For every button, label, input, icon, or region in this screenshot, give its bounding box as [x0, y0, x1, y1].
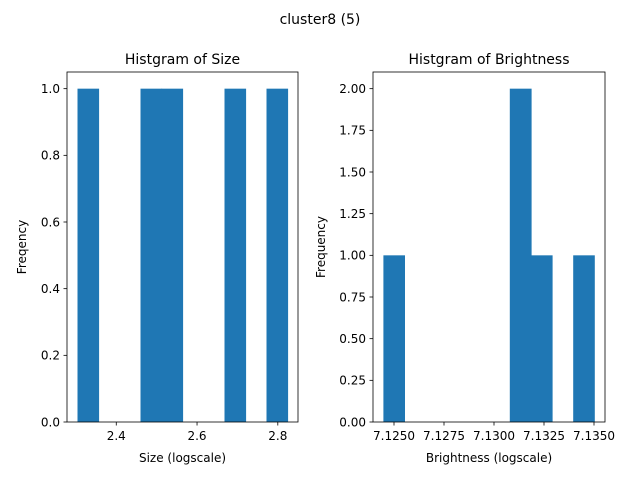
size-histogram-y-tick-label: 0.2	[41, 349, 60, 363]
size-histogram-x-tick-label: 2.6	[187, 429, 206, 443]
size-histogram-x-label: Size (logscale)	[139, 451, 226, 465]
brightness-histogram-y-tick-label: 0.50	[339, 332, 366, 346]
brightness-histogram-title: Histgram of Brightness	[408, 52, 569, 68]
figure-suptitle: cluster8 (5)	[280, 12, 361, 28]
brightness-histogram-bar-9	[573, 255, 595, 422]
brightness-histogram-bar-7	[531, 255, 553, 422]
size-histogram-bar-3	[140, 88, 163, 423]
brightness-histogram-y-tick-label: 2.00	[339, 82, 366, 96]
brightness-histogram-y-tick-label: 0.25	[339, 374, 366, 388]
brightness-histogram-x-tick-label: 7.1350	[573, 429, 615, 443]
size-histogram-axes-frame	[66, 71, 299, 423]
size-histogram-y-tick-label: 1.0	[41, 82, 60, 96]
size-histogram-title: Histgram of Size	[125, 52, 240, 68]
brightness-histogram-x-ticks: 7.1250 7.1275 7.1300 7.1325 7.1350	[373, 422, 615, 443]
brightness-histogram-y-tick-label: 1.00	[339, 249, 366, 263]
size-histogram-x-tick-label: 2.4	[107, 429, 126, 443]
size-histogram-x-ticks: 2.4 2.6 2.8	[107, 422, 287, 443]
brightness-histogram-axes-frame	[372, 71, 606, 423]
brightness-histogram-x-tick-label: 7.1275	[423, 429, 465, 443]
size-histogram-bar-9	[266, 88, 289, 423]
size-histogram-bar-0	[77, 88, 100, 423]
size-histogram-y-ticks: 0.0 0.2 0.4 0.6 0.8 1.0	[41, 82, 67, 429]
brightness-histogram-x-tick-label: 7.1300	[473, 429, 515, 443]
brightness-histogram-y-tick-label: 0.00	[339, 415, 366, 429]
size-histogram-y-tick-label: 0.4	[41, 282, 60, 296]
size-histogram-y-tick-label: 0.8	[41, 149, 60, 163]
size-histogram-panel: 2.4 2.6 2.8 0.0 0.2 0.4 0.6 0.8 1.0 Histgram of…	[15, 52, 299, 465]
size-histogram-bars	[77, 88, 289, 423]
size-histogram-y-label: Freqency	[15, 220, 29, 274]
brightness-histogram-bar-6	[509, 88, 532, 423]
brightness-histogram-bars	[383, 88, 595, 423]
brightness-histogram-x-label: Brightness (logscale)	[426, 451, 552, 465]
brightness-histogram-y-tick-label: 1.50	[339, 165, 366, 179]
size-histogram-bar-7	[224, 88, 247, 423]
size-histogram-y-tick-label: 0.6	[41, 215, 60, 229]
brightness-histogram-y-label: Frequency	[314, 216, 328, 278]
size-histogram-bar-4	[161, 88, 184, 423]
brightness-histogram-bar-0	[383, 255, 405, 422]
size-histogram-y-tick-label: 0.0	[41, 415, 60, 429]
brightness-histogram-y-tick-label: 1.25	[339, 207, 366, 221]
brightness-histogram-y-tick-label: 0.75	[339, 290, 366, 304]
brightness-histogram-y-tick-label: 1.75	[339, 124, 366, 138]
brightness-histogram-x-tick-label: 7.1250	[373, 429, 415, 443]
size-histogram-x-tick-label: 2.8	[268, 429, 287, 443]
brightness-histogram-panel: 7.1250 7.1275 7.1300 7.1325 7.1350 0.000.250…	[314, 52, 615, 465]
brightness-histogram-y-ticks: 0.00 0.25 0.50 0.75 1.00 1.25 1.50 1.75 2.00	[339, 82, 373, 429]
brightness-histogram-x-tick-label: 7.1325	[523, 429, 565, 443]
